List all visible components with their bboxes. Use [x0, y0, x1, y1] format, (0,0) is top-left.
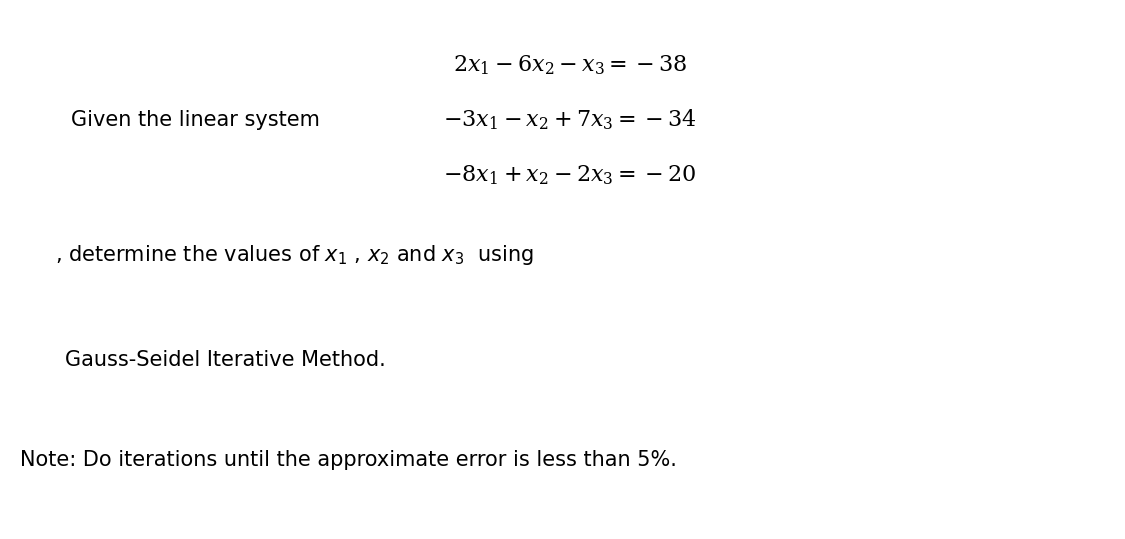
- Text: Gauss-Seidel Iterative Method.: Gauss-Seidel Iterative Method.: [65, 350, 386, 370]
- Text: $-8x_1 + x_2 - 2x_3 = -20$: $-8x_1 + x_2 - 2x_3 = -20$: [443, 163, 696, 187]
- Text: Given the linear system: Given the linear system: [71, 110, 320, 130]
- Text: $2x_1 - 6x_2 - x_3 = -38$: $2x_1 - 6x_2 - x_3 = -38$: [453, 53, 687, 77]
- Text: $-3x_1 - x_2 + 7x_3 = -34$: $-3x_1 - x_2 + 7x_3 = -34$: [443, 108, 696, 132]
- Text: , determine the values of $x_1$ , $x_2$ and $x_3$  using: , determine the values of $x_1$ , $x_2$ …: [55, 243, 534, 267]
- Text: Note: Do iterations until the approximate error is less than 5%.: Note: Do iterations until the approximat…: [20, 450, 677, 470]
